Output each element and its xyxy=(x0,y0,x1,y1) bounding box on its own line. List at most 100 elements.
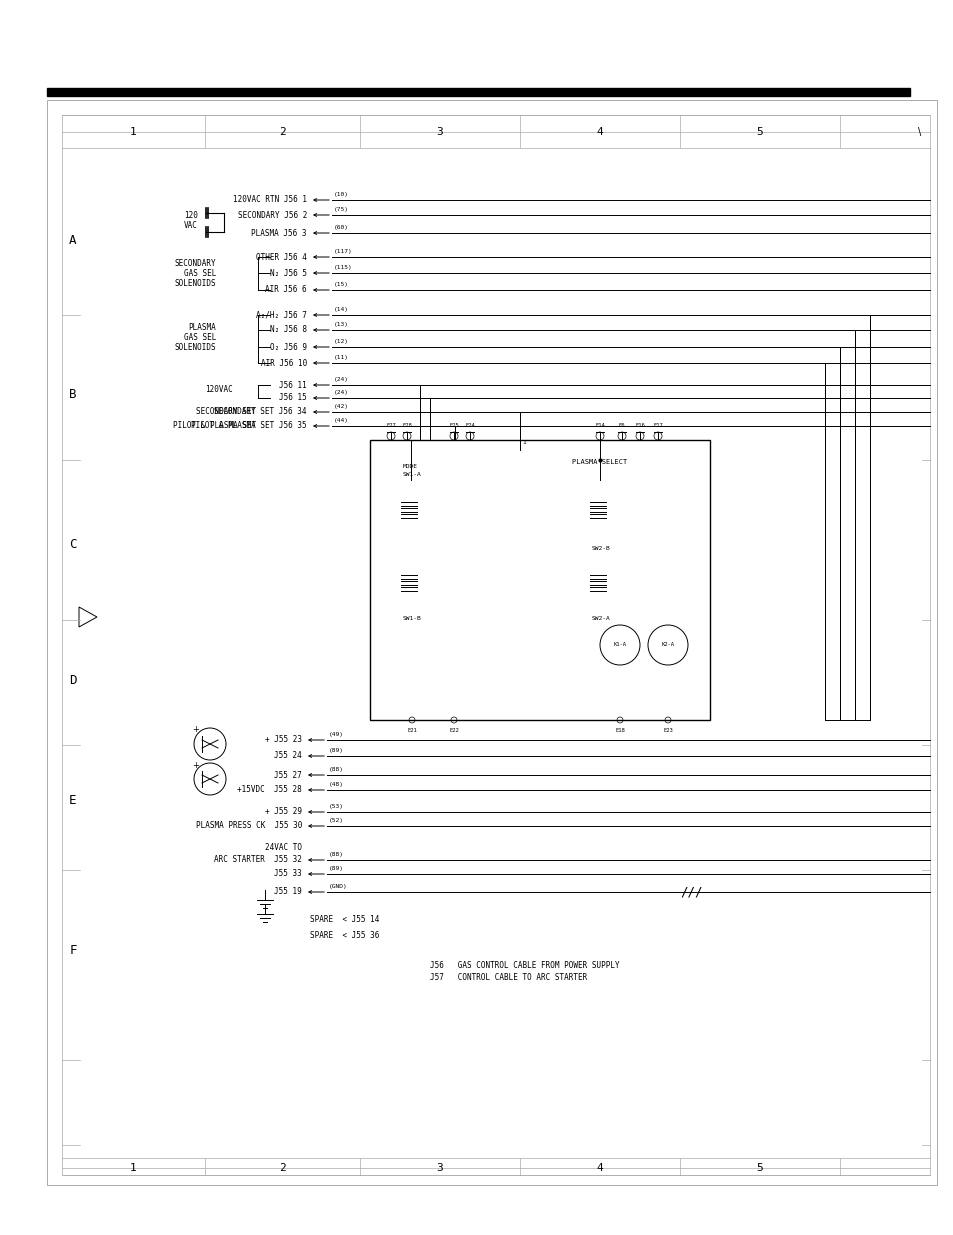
Text: AIR J56 10: AIR J56 10 xyxy=(260,358,307,368)
Text: PLASMA J56 3: PLASMA J56 3 xyxy=(252,228,307,237)
Text: E28: E28 xyxy=(402,424,412,429)
Bar xyxy=(62,115,929,1174)
Text: VAC: VAC xyxy=(184,221,198,230)
Text: J57   CONTROL CABLE TO ARC STARTER: J57 CONTROL CABLE TO ARC STARTER xyxy=(430,973,587,983)
Text: J56 15: J56 15 xyxy=(279,394,307,403)
Text: SECONDARY SET J56 34: SECONDARY SET J56 34 xyxy=(214,408,307,416)
Text: GAS SEL: GAS SEL xyxy=(183,333,215,342)
Text: (89): (89) xyxy=(329,866,344,871)
Text: B: B xyxy=(70,389,76,401)
Bar xyxy=(47,100,936,1186)
Text: E27: E27 xyxy=(386,424,395,429)
Text: J55 19: J55 19 xyxy=(274,888,302,897)
Text: 24VAC TO: 24VAC TO xyxy=(265,842,302,851)
Text: + J55 29: + J55 29 xyxy=(265,808,302,816)
Text: +: + xyxy=(193,725,199,735)
Text: SW1-B: SW1-B xyxy=(402,615,421,620)
Text: PILOT & PLASMA SET J56 35: PILOT & PLASMA SET J56 35 xyxy=(192,421,307,431)
Text: (42): (42) xyxy=(334,404,349,409)
Text: (88): (88) xyxy=(329,852,344,857)
Text: (53): (53) xyxy=(329,804,344,809)
Text: (13): (13) xyxy=(334,322,349,327)
Text: E14: E14 xyxy=(595,424,604,429)
Text: MODE: MODE xyxy=(402,463,417,468)
Text: GAS SEL: GAS SEL xyxy=(183,268,215,278)
Text: K2-A: K2-A xyxy=(660,642,674,647)
Text: (117): (117) xyxy=(334,249,353,254)
Text: SECONDARY J56 2: SECONDARY J56 2 xyxy=(237,210,307,220)
Text: SECONDARY SET: SECONDARY SET xyxy=(195,408,255,416)
Text: 120: 120 xyxy=(184,210,198,220)
Text: N₂ J56 8: N₂ J56 8 xyxy=(270,326,307,335)
Text: (11): (11) xyxy=(334,354,349,359)
Text: 5: 5 xyxy=(756,1163,762,1173)
Text: K1-A: K1-A xyxy=(613,642,626,647)
Text: 2: 2 xyxy=(279,127,286,137)
Text: +: + xyxy=(193,761,199,769)
Text: O₂ J56 9: O₂ J56 9 xyxy=(270,342,307,352)
Text: (89): (89) xyxy=(329,748,344,753)
Text: E22: E22 xyxy=(449,727,458,734)
Text: OTHER J56 4: OTHER J56 4 xyxy=(255,252,307,262)
Text: 2: 2 xyxy=(279,1163,286,1173)
Text: 1: 1 xyxy=(130,1163,136,1173)
Text: PLASMA: PLASMA xyxy=(188,324,215,332)
Text: SPARE  < J55 14: SPARE < J55 14 xyxy=(310,915,379,925)
Text: (15): (15) xyxy=(334,282,349,287)
Text: ///: /// xyxy=(680,885,702,899)
Text: + J55 23: + J55 23 xyxy=(265,736,302,745)
Text: F: F xyxy=(70,944,76,956)
Text: (12): (12) xyxy=(334,338,349,345)
Text: J56   GAS CONTROL CABLE FROM POWER SUPPLY: J56 GAS CONTROL CABLE FROM POWER SUPPLY xyxy=(430,961,619,969)
Text: PILOT & PLASMA SET: PILOT & PLASMA SET xyxy=(172,421,255,431)
Text: 120VAC RTN J56 1: 120VAC RTN J56 1 xyxy=(233,195,307,205)
Text: ARC STARTER  J55 32: ARC STARTER J55 32 xyxy=(213,856,302,864)
Text: PLASMA PRESS CK  J55 30: PLASMA PRESS CK J55 30 xyxy=(195,821,302,830)
Text: (24): (24) xyxy=(334,377,349,382)
Text: SW2-B: SW2-B xyxy=(592,546,610,551)
Text: 4: 4 xyxy=(596,127,602,137)
Text: A: A xyxy=(70,233,76,247)
Text: N₂ J56 5: N₂ J56 5 xyxy=(270,268,307,278)
Text: SOLENOIDS: SOLENOIDS xyxy=(174,343,215,352)
Text: 4: 4 xyxy=(596,1163,602,1173)
Text: A₂/H₂ J56 7: A₂/H₂ J56 7 xyxy=(255,310,307,320)
Text: J55 24: J55 24 xyxy=(274,752,302,761)
Text: E16: E16 xyxy=(635,424,644,429)
Text: (10): (10) xyxy=(334,191,349,198)
Text: \: \ xyxy=(918,127,921,137)
Text: SPARE  < J55 36: SPARE < J55 36 xyxy=(310,930,379,940)
Text: 3: 3 xyxy=(436,127,443,137)
Bar xyxy=(370,440,709,720)
Text: E18: E18 xyxy=(615,727,624,734)
Text: SECONDARY: SECONDARY xyxy=(174,258,215,268)
Text: +15VDC  J55 28: +15VDC J55 28 xyxy=(237,785,302,794)
Text: 3: 3 xyxy=(436,1163,443,1173)
Text: SOLENOIDS: SOLENOIDS xyxy=(174,279,215,288)
Text: E17: E17 xyxy=(653,424,662,429)
Text: (49): (49) xyxy=(329,732,344,737)
Text: E24: E24 xyxy=(465,424,475,429)
Text: 120VAC: 120VAC xyxy=(205,385,233,394)
Text: (14): (14) xyxy=(334,308,349,312)
Text: AIR J56 6: AIR J56 6 xyxy=(265,285,307,294)
Text: 5: 5 xyxy=(756,127,762,137)
Text: E23: E23 xyxy=(662,727,672,734)
Text: (48): (48) xyxy=(329,782,344,787)
Text: (88): (88) xyxy=(329,767,344,772)
Text: D: D xyxy=(70,673,76,687)
Text: 1: 1 xyxy=(521,440,525,445)
Text: J55 27: J55 27 xyxy=(274,771,302,779)
Text: E: E xyxy=(70,794,76,806)
Text: 1: 1 xyxy=(130,127,136,137)
Text: (GND): (GND) xyxy=(329,884,348,889)
Text: (44): (44) xyxy=(334,417,349,424)
Text: C: C xyxy=(70,538,76,552)
Text: (52): (52) xyxy=(329,818,344,823)
Text: (24): (24) xyxy=(334,390,349,395)
Text: SW1-A: SW1-A xyxy=(402,472,421,477)
Text: J56 11: J56 11 xyxy=(279,380,307,389)
Text: PLASMA SELECT: PLASMA SELECT xyxy=(572,459,627,466)
Text: E21: E21 xyxy=(407,727,416,734)
Bar xyxy=(47,88,909,96)
